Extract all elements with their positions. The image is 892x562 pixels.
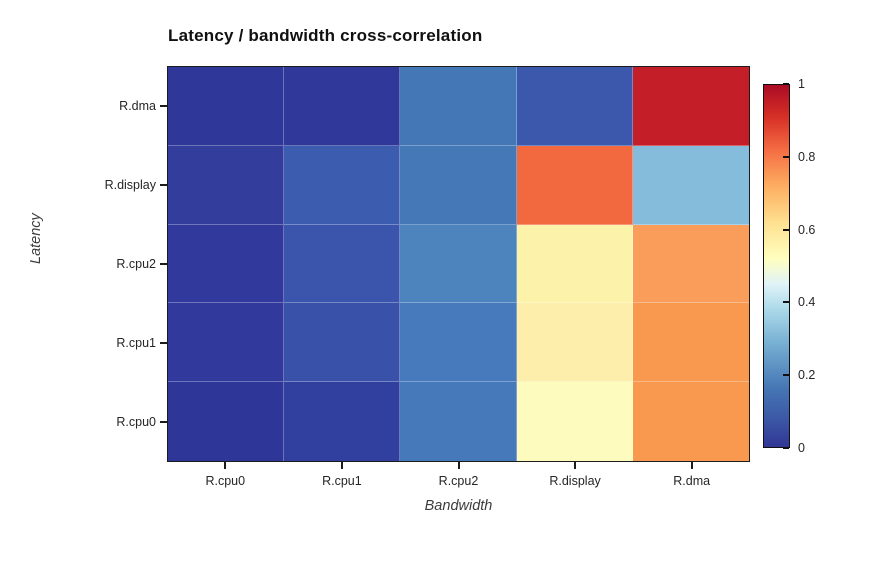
y-tick-label: R.cpu1 (116, 336, 156, 351)
heatmap-cell (632, 224, 749, 304)
heatmap-plot-area (167, 66, 750, 462)
x-tick (340, 462, 343, 469)
heatmap-cell (400, 67, 517, 146)
x-axis-ticks (167, 462, 750, 469)
heatmap-cell (516, 224, 633, 304)
x-tick-label: R.cpu0 (205, 474, 246, 488)
colorbar-tick-label: 0.4 (798, 295, 816, 310)
x-tick-label: R.cpu2 (438, 474, 479, 488)
heatmap-cell (284, 67, 401, 146)
colorbar-tick (783, 155, 789, 158)
heatmap-cell (400, 303, 517, 383)
colorbar-tick (783, 301, 789, 304)
heatmap-cell (284, 224, 401, 304)
colorbar-tick-labels: 1 0.8 0.6 0.4 0.2 0 (798, 77, 838, 455)
x-tick (457, 462, 460, 469)
heatmap-cell (632, 67, 749, 146)
heatmap-cell (516, 382, 633, 461)
heatmap-cell (168, 224, 285, 304)
x-axis-tick-labels: R.cpu0 R.cpu1 R.cpu2 R.display R.dma (167, 474, 750, 488)
colorbar-tick-label: 0.8 (798, 149, 816, 164)
colorbar-tick (783, 83, 789, 85)
y-axis-tick-labels: R.dma R.display R.cpu2 R.cpu1 R.cpu0 (60, 66, 156, 462)
y-tick (160, 263, 167, 265)
heatmap-cell (284, 382, 401, 461)
heatmap-cell (168, 67, 285, 146)
heatmap-cell (400, 224, 517, 304)
colorbar-tick-label: 0.6 (798, 222, 816, 237)
y-tick-label: R.cpu0 (116, 415, 156, 430)
colorbar-tick-label: 1 (798, 77, 805, 91)
y-tick (160, 421, 167, 424)
x-tick-label: R.cpu1 (322, 474, 362, 488)
x-tick (224, 462, 227, 469)
y-tick (160, 183, 167, 186)
x-axis-title: Bandwidth (424, 498, 493, 514)
heatmap-cell (516, 303, 633, 383)
heatmap-cell (400, 382, 517, 461)
x-tick-label: R.display (549, 474, 601, 488)
y-tick-label: R.display (104, 177, 156, 192)
x-tick-label: R.dma (673, 474, 711, 488)
heatmap-cell (284, 303, 401, 383)
y-tick (160, 342, 167, 345)
colorbar (763, 84, 790, 448)
colorbar-tick-label: 0.2 (798, 368, 816, 383)
colorbar-tick (783, 447, 789, 449)
colorbar-ticks (783, 83, 789, 449)
colorbar-tick (783, 374, 789, 377)
x-tick (690, 462, 693, 469)
heatmap-cell (168, 303, 285, 383)
heatmap-cell (632, 145, 749, 225)
heatmap-cell (168, 382, 285, 461)
y-axis-ticks (160, 66, 167, 462)
colorbar-tick (783, 228, 789, 231)
heatmap-cell (400, 145, 517, 225)
chart-title: Latency / bandwidth cross-correlation (168, 26, 483, 45)
y-tick (160, 104, 167, 107)
heatmap-cell (516, 145, 633, 225)
x-tick (574, 462, 577, 469)
y-tick-label: R.dma (119, 98, 156, 113)
heatmap-cell (516, 67, 633, 146)
heatmap-cell (284, 145, 401, 225)
y-tick-label: R.cpu2 (116, 257, 156, 271)
heatmap-cell (632, 382, 749, 461)
colorbar-tick-label: 0 (798, 441, 805, 455)
heatmap-cell (632, 303, 749, 383)
heatmap-cell (168, 145, 285, 225)
